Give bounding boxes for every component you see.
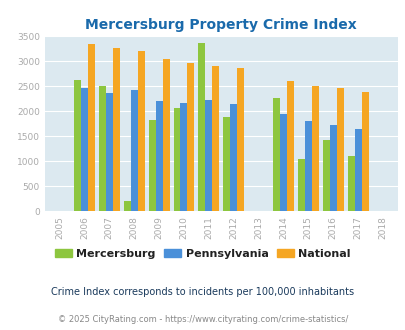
Bar <box>81 88 88 211</box>
Bar <box>237 68 243 211</box>
Bar <box>230 104 237 211</box>
Bar <box>148 120 155 211</box>
Bar <box>205 100 212 211</box>
Bar <box>322 140 329 211</box>
Bar <box>99 86 106 211</box>
Bar <box>361 92 368 211</box>
Bar <box>198 43 205 211</box>
Bar <box>272 98 279 211</box>
Bar <box>155 101 162 211</box>
Bar <box>187 63 194 211</box>
Title: Mercersburg Property Crime Index: Mercersburg Property Crime Index <box>85 18 356 32</box>
Bar <box>180 103 187 211</box>
Bar <box>113 48 119 211</box>
Bar <box>162 59 169 211</box>
Bar <box>347 156 354 211</box>
Text: Crime Index corresponds to incidents per 100,000 inhabitants: Crime Index corresponds to incidents per… <box>51 287 354 297</box>
Bar <box>124 201 130 211</box>
Bar <box>354 129 361 211</box>
Bar <box>223 117 230 211</box>
Bar <box>304 121 311 211</box>
Bar <box>279 114 286 211</box>
Bar <box>137 51 144 211</box>
Bar <box>74 80 81 211</box>
Bar <box>297 159 304 211</box>
Bar <box>88 44 95 211</box>
Bar <box>329 125 336 211</box>
Bar <box>130 90 137 211</box>
Bar <box>106 93 113 211</box>
Bar <box>311 86 318 211</box>
Bar <box>212 66 219 211</box>
Text: © 2025 CityRating.com - https://www.cityrating.com/crime-statistics/: © 2025 CityRating.com - https://www.city… <box>58 315 347 324</box>
Bar <box>173 108 180 211</box>
Bar <box>286 81 293 211</box>
Legend: Mercersburg, Pennsylvania, National: Mercersburg, Pennsylvania, National <box>51 245 354 263</box>
Bar <box>336 88 343 211</box>
